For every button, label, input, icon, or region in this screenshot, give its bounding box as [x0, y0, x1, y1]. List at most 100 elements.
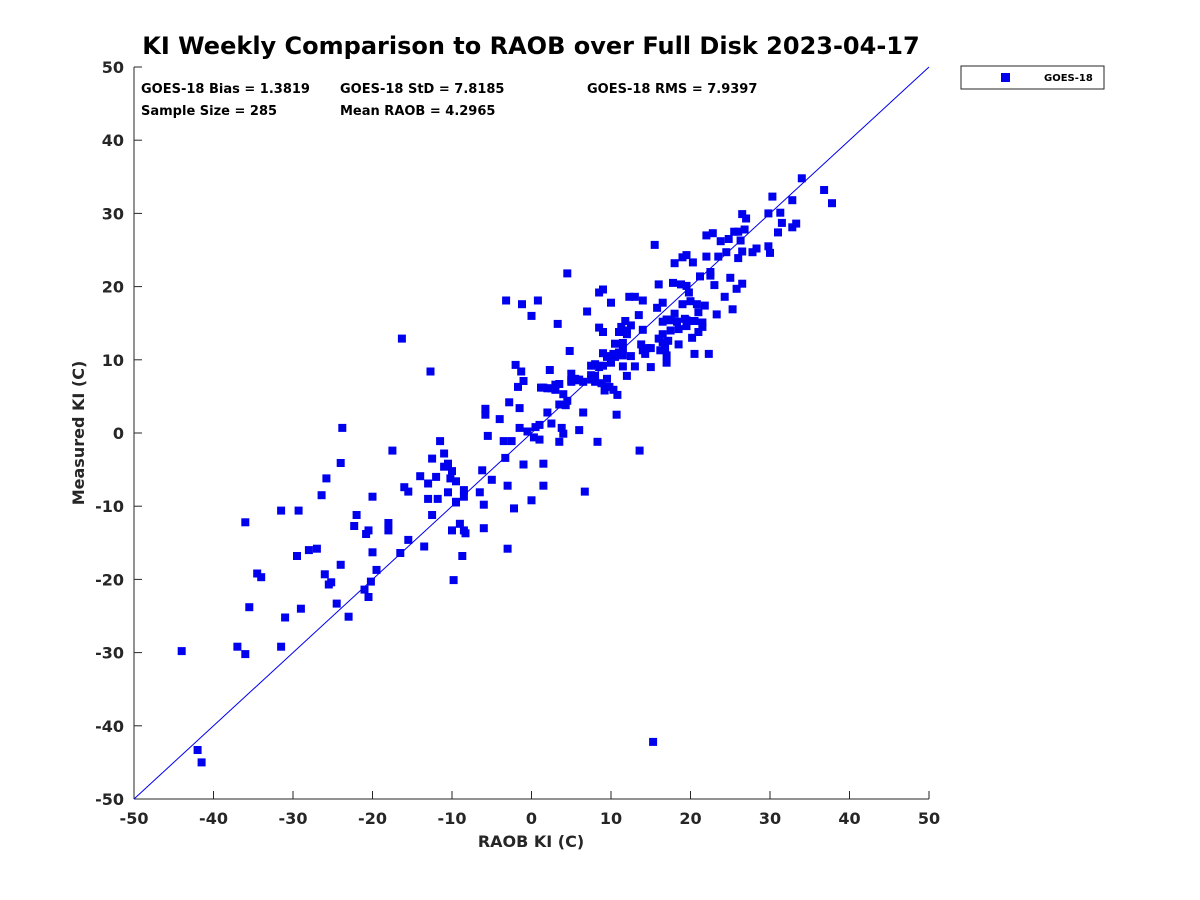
data-point [338, 423, 347, 432]
data-point [515, 423, 524, 432]
y-tick-label: -20 [95, 570, 124, 589]
data-point [487, 475, 496, 484]
data-point [281, 613, 290, 622]
data-point [677, 280, 685, 289]
data-point [662, 358, 671, 367]
y-tick-label: 30 [102, 204, 124, 223]
data-point [499, 437, 508, 446]
data-point [692, 300, 701, 309]
data-point [535, 420, 544, 429]
data-point [641, 349, 650, 358]
data-point [448, 467, 456, 476]
data-point [529, 433, 538, 442]
data-point [728, 305, 737, 314]
data-point [555, 437, 564, 446]
data-point [388, 446, 397, 455]
data-point [507, 437, 516, 446]
data-point [404, 487, 413, 496]
data-point [277, 642, 286, 651]
data-point [197, 758, 206, 767]
data-point [646, 363, 655, 372]
data-point [599, 361, 607, 370]
data-points [177, 174, 836, 767]
data-point [722, 248, 731, 257]
data-point [600, 386, 609, 395]
data-point [241, 650, 250, 659]
data-point [612, 410, 621, 419]
data-point [332, 599, 341, 608]
data-point [304, 546, 313, 555]
data-point [368, 492, 377, 501]
data-point [517, 367, 526, 376]
data-point [539, 459, 548, 468]
data-point [654, 280, 663, 289]
data-point [656, 346, 665, 355]
x-tick-label: 30 [759, 809, 781, 828]
data-point [618, 351, 627, 360]
data-point [666, 326, 675, 335]
stat-rms: GOES-18 RMS = 7.9397 [587, 82, 757, 97]
data-point [618, 339, 627, 347]
stat-sample-size: Sample Size = 285 [141, 104, 277, 119]
data-point [559, 429, 568, 438]
y-tick-label: 50 [102, 58, 124, 77]
data-point [618, 344, 627, 353]
y-tick-label: -50 [95, 790, 124, 809]
y-tick-label: -40 [95, 717, 124, 736]
x-tick-label: -20 [358, 809, 387, 828]
data-point [776, 208, 785, 217]
data-point [740, 225, 749, 234]
data-point [257, 573, 266, 582]
data-point [527, 311, 536, 320]
data-point [404, 535, 413, 544]
data-point [607, 358, 615, 367]
data-point [483, 431, 492, 440]
data-point [449, 576, 458, 585]
data-point [397, 334, 406, 343]
data-point [580, 487, 589, 496]
x-tick-marks: -50 -40 -30 -20 -10 0 10 20 30 40 50 [120, 791, 940, 828]
data-point [682, 316, 691, 325]
y-tick-label: -10 [95, 497, 124, 516]
data-point [455, 519, 464, 528]
data-point [458, 552, 467, 560]
data-point [734, 227, 743, 236]
data-point [241, 518, 250, 527]
data-point [384, 519, 393, 527]
data-point [684, 288, 693, 297]
data-point [736, 236, 745, 245]
data-point [597, 379, 606, 388]
data-point [459, 492, 468, 501]
data-point [320, 570, 329, 579]
stat-mean-raob: Mean RAOB = 4.2965 [340, 104, 495, 119]
data-point [452, 477, 460, 486]
data-point [611, 339, 619, 348]
data-point [452, 497, 460, 506]
data-point [658, 298, 667, 307]
data-point [706, 271, 715, 280]
data-point [416, 472, 425, 481]
data-point [658, 338, 667, 347]
data-point [607, 298, 615, 307]
data-point [700, 301, 709, 310]
data-point [368, 548, 377, 557]
data-point [523, 427, 532, 436]
data-point [646, 344, 655, 353]
data-point [593, 437, 602, 446]
data-point [615, 328, 623, 336]
data-point [501, 453, 510, 462]
data-point [364, 593, 373, 601]
data-point [708, 229, 717, 238]
data-point [720, 292, 729, 301]
data-point [630, 362, 639, 371]
data-point [539, 481, 548, 490]
data-point [426, 367, 435, 376]
data-point [535, 435, 544, 444]
data-point [400, 483, 409, 492]
stat-bias: GOES-18 Bias = 1.3819 [141, 82, 310, 97]
data-point [561, 401, 570, 410]
data-point [820, 186, 829, 194]
data-point [293, 552, 301, 560]
data-point [694, 328, 703, 336]
data-point [481, 404, 490, 413]
